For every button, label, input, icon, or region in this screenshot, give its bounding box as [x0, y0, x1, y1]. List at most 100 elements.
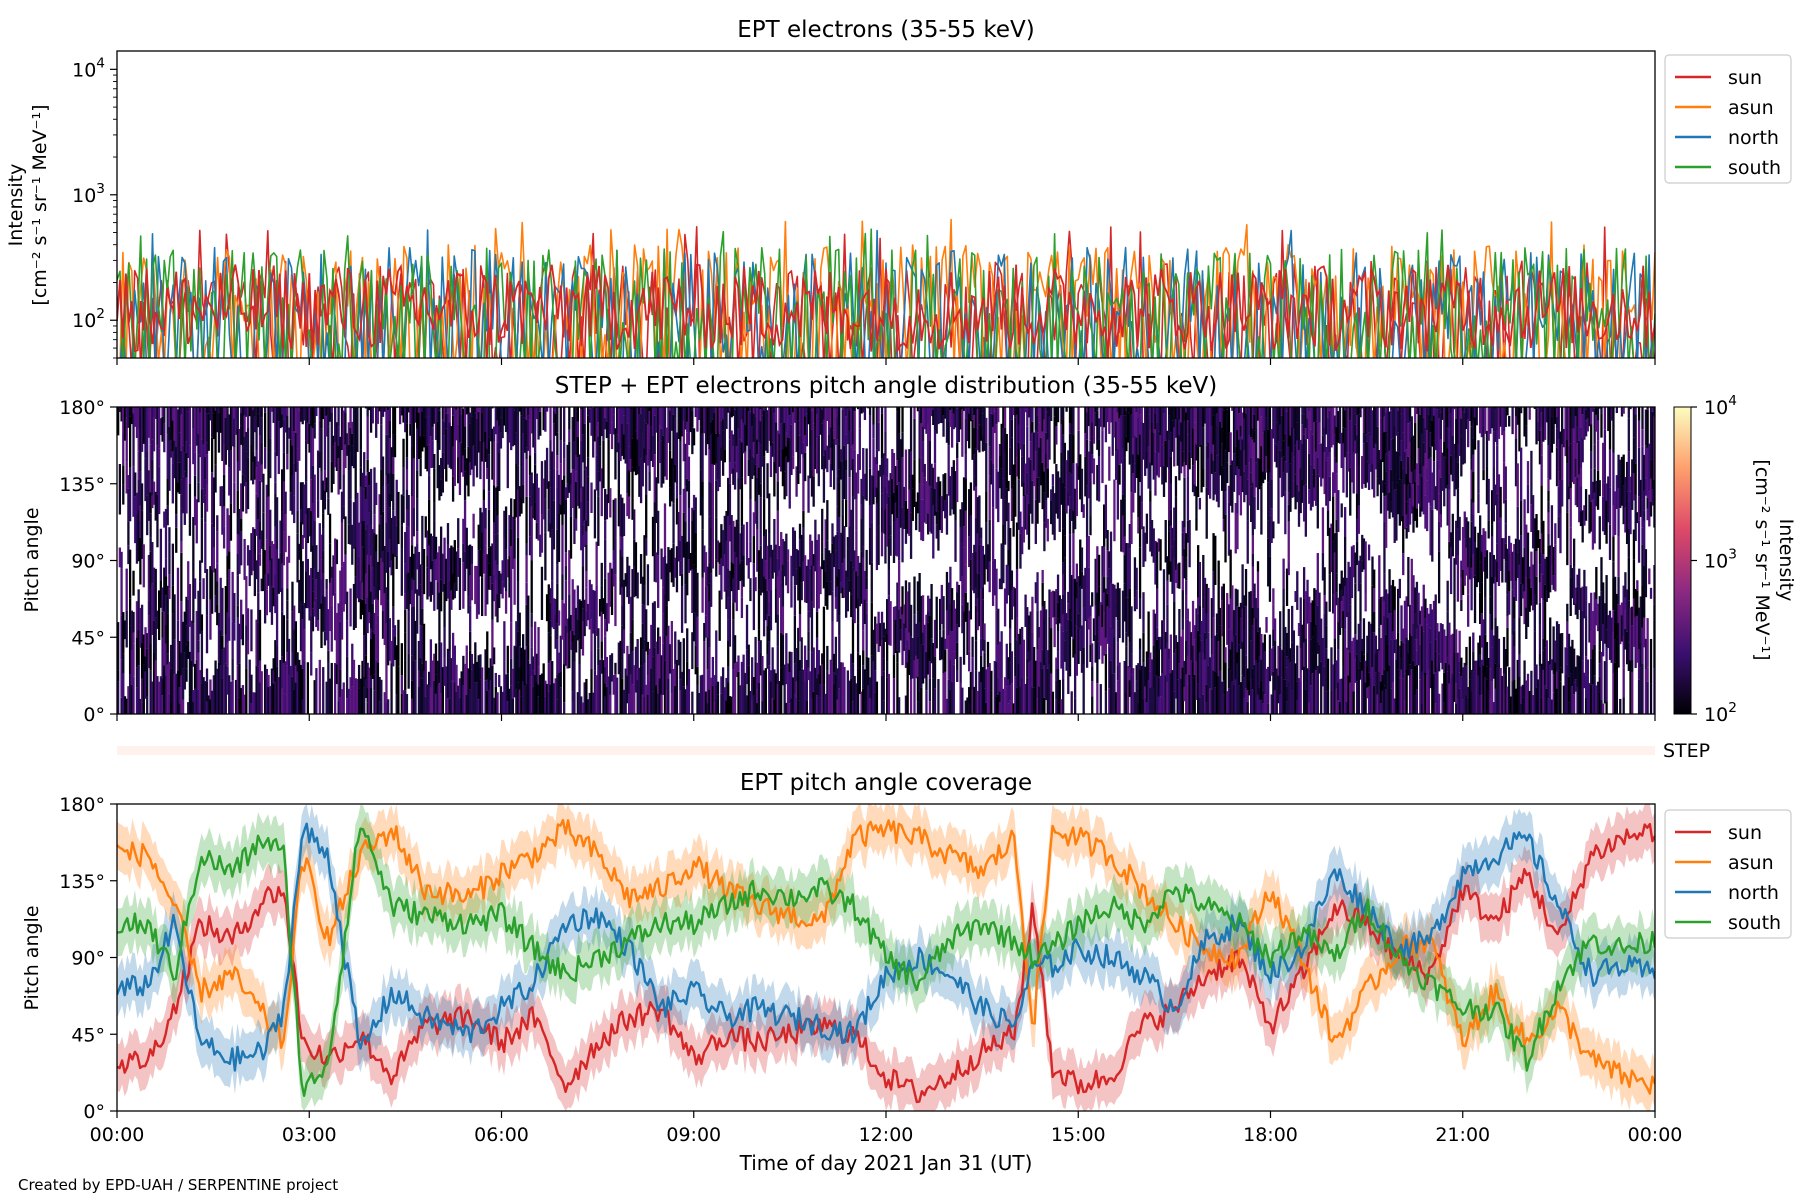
- heat-cell: [1362, 618, 1366, 655]
- heat-cell: [1116, 680, 1120, 714]
- heat-cell: [1101, 430, 1104, 484]
- heat-cell: [544, 407, 547, 432]
- heat-cell: [462, 455, 465, 477]
- heat-cell: [727, 568, 730, 598]
- heat-cell: [263, 550, 267, 575]
- heat-cell: [228, 467, 231, 496]
- heat-cell: [771, 698, 774, 714]
- heat-cell: [510, 498, 513, 529]
- heat-cell: [479, 407, 482, 441]
- heat-cell: [586, 457, 590, 477]
- heat-cell: [1403, 673, 1407, 701]
- heat-cell: [894, 466, 897, 503]
- heat-cell: [795, 648, 798, 682]
- heat-cell: [1060, 598, 1063, 626]
- heat-cell: [665, 635, 668, 691]
- heat-cell: [176, 670, 180, 714]
- heat-cell: [728, 696, 732, 714]
- heat-cell: [870, 522, 873, 563]
- heat-cell: [576, 437, 579, 458]
- heat-cell: [886, 492, 889, 505]
- heat-cell: [723, 687, 726, 714]
- heat-cell: [757, 682, 761, 714]
- heat-cell: [1207, 458, 1210, 495]
- heat-cell: [1321, 407, 1325, 436]
- heat-cell: [469, 631, 472, 651]
- heat-cell: [959, 509, 962, 528]
- heat-cell: [1419, 474, 1422, 507]
- heat-cell: [728, 439, 732, 463]
- heat-cell: [1355, 654, 1359, 682]
- heat-cell: [304, 481, 308, 515]
- heat-cell: [1419, 610, 1422, 625]
- heat-cell: [822, 471, 826, 503]
- heat-cell: [303, 629, 306, 661]
- heat-cell: [164, 508, 168, 559]
- heat-cell: [344, 407, 347, 413]
- heat-cell: [850, 447, 853, 471]
- heat-cell: [686, 407, 689, 422]
- heat-cell: [1092, 458, 1096, 485]
- heat-cell: [255, 560, 258, 580]
- heat-cell: [484, 649, 487, 681]
- heat-cell: [868, 527, 872, 565]
- heat-cell: [1314, 407, 1318, 422]
- heat-cell: [807, 631, 810, 652]
- heat-cell: [1385, 689, 1388, 714]
- heat-cell: [964, 700, 967, 714]
- heat-cell: [128, 549, 132, 599]
- heat-cell: [829, 427, 832, 448]
- heat-cell: [928, 615, 932, 662]
- heat-cell: [997, 694, 1000, 714]
- heat-cell: [1208, 407, 1212, 451]
- heat-cell: [171, 585, 174, 614]
- heat-cell: [263, 407, 267, 413]
- heat-cell: [617, 407, 621, 410]
- heat-cell: [757, 407, 761, 443]
- heat-cell: [780, 569, 783, 583]
- heat-cell: [1289, 648, 1292, 663]
- heat-cell: [962, 611, 966, 665]
- heat-cell: [733, 526, 737, 553]
- heat-cell: [337, 655, 340, 702]
- heat-cell: [964, 478, 967, 511]
- heat-cell: [1041, 569, 1044, 583]
- heat-cell: [525, 604, 528, 647]
- heat-cell: [1195, 661, 1198, 700]
- heat-cell: [400, 525, 403, 549]
- heat-cell: [1405, 501, 1408, 515]
- heat-cell: [322, 667, 325, 714]
- heat-cell: [1383, 600, 1386, 617]
- heat-cell: [1403, 600, 1407, 643]
- heat-cell: [757, 442, 761, 468]
- panel1-x-ticks: [116, 358, 1656, 365]
- heat-cell: [1205, 445, 1208, 488]
- heat-cell: [366, 597, 369, 634]
- heat-cell: [1077, 407, 1080, 431]
- heat-cell: [328, 582, 332, 632]
- heat-cell: [732, 434, 735, 447]
- heat-cell: [848, 477, 851, 527]
- heat-cell: [482, 554, 486, 574]
- heat-cell: [1383, 616, 1386, 670]
- heat-cell: [979, 588, 983, 639]
- heat-cell: [1422, 584, 1425, 632]
- heat-cell: [1342, 596, 1345, 612]
- heat-cell: [1285, 632, 1289, 657]
- heat-cell: [1097, 456, 1101, 502]
- heat-cell: [1183, 660, 1186, 687]
- heat-cell: [694, 532, 697, 569]
- heat-cell: [1070, 620, 1073, 637]
- heat-cell: [1318, 422, 1321, 444]
- heat-cell: [429, 581, 433, 602]
- heat-cell: [385, 475, 388, 487]
- heat-cell: [728, 462, 732, 484]
- heat-cell: [986, 667, 990, 714]
- heat-cell: [303, 602, 306, 630]
- heat-cell: [819, 566, 822, 595]
- heat-cell: [525, 683, 528, 714]
- heat-cell: [472, 409, 475, 446]
- heat-cell: [492, 441, 496, 486]
- heat-cell: [1186, 655, 1190, 684]
- heat-cell: [1046, 668, 1049, 714]
